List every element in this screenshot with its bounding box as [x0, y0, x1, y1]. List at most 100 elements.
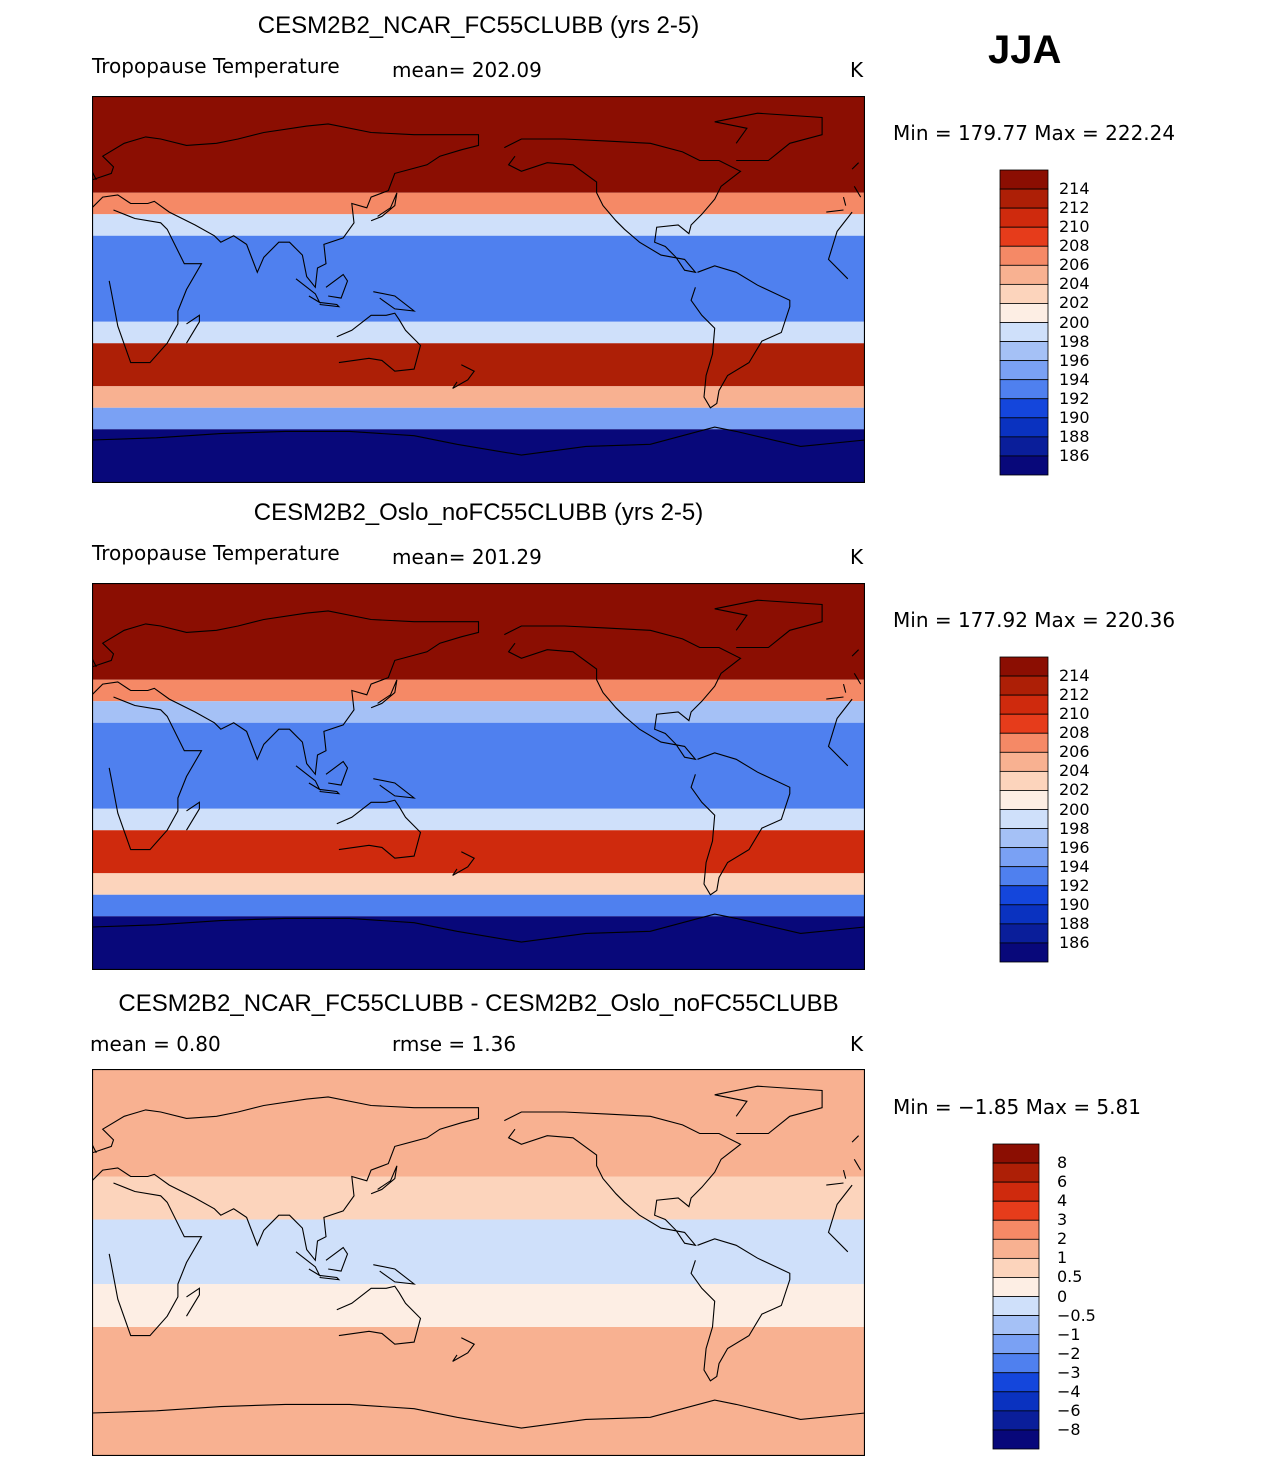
colorbar-swatch: [999, 770, 1049, 791]
coastline: [108, 696, 203, 851]
colorbar-tick-label: 212: [1059, 685, 1090, 705]
colorbar-swatch: [999, 751, 1049, 772]
colorbar-swatch: [992, 1372, 1040, 1393]
map-band: [92, 192, 865, 215]
colorbar-tick-label: −3: [1057, 1362, 1081, 1382]
map-band: [92, 1284, 865, 1327]
panel1-colorbar: [999, 169, 1049, 476]
colorbar-swatch: [992, 1200, 1040, 1221]
map-band: [92, 873, 865, 895]
panel3-colorbar: [992, 1143, 1040, 1450]
coastline: [325, 760, 349, 786]
panel2-title: CESM2B2_Oslo_noFC55CLUBB (yrs 2-5): [253, 499, 704, 526]
map-frame: [92, 583, 865, 970]
map-band: [92, 1133, 865, 1177]
panel1-mean: mean= 202.09: [392, 58, 542, 82]
colorbar-tick-label: −8: [1057, 1419, 1081, 1439]
colorbar-swatch: [999, 303, 1049, 323]
colorbar-swatch: [999, 828, 1049, 849]
coastline: [690, 1238, 791, 1382]
colorbar-swatch: [999, 379, 1049, 400]
map-band: [92, 894, 865, 917]
colorbar-swatch: [999, 417, 1049, 438]
map-band: [92, 701, 865, 723]
panel1-variable: Tropopause Temperature: [92, 54, 340, 78]
panel2-variable: Tropopause Temperature: [92, 541, 340, 565]
colorbar-tick-label: 192: [1059, 875, 1090, 895]
colorbar-swatch: [999, 847, 1049, 868]
coastline: [92, 610, 480, 776]
colorbar-tick-label: 212: [1059, 198, 1090, 218]
coastline: [92, 1096, 480, 1262]
coastline: [186, 314, 200, 344]
colorbar-swatch: [999, 360, 1049, 381]
panel1-minmax: Min = 179.77 Max = 222.24: [893, 121, 1176, 145]
colorbar-swatch: [992, 1143, 1040, 1164]
colorbar-tick-label: −6: [1057, 1400, 1081, 1420]
map-band: [92, 679, 865, 702]
colorbar-swatch: [999, 713, 1049, 734]
panel2-units: K: [850, 545, 864, 569]
coastline: [842, 196, 847, 206]
colorbar-tick-label: 208: [1059, 723, 1090, 743]
coastline: [373, 291, 416, 312]
colorbar-tick-label: 206: [1059, 742, 1090, 762]
colorbar-swatch: [999, 885, 1049, 906]
coastline: [295, 278, 321, 304]
coastline: [827, 211, 853, 280]
colorbar-tick-label: 208: [1059, 236, 1090, 256]
coastline: [92, 913, 865, 943]
coastline: [319, 1274, 341, 1281]
colorbar-tick-label: 206: [1059, 255, 1090, 275]
colorbar-tick-label: 192: [1059, 388, 1090, 408]
coastline: [827, 698, 853, 767]
colorbar-swatch: [999, 341, 1049, 362]
coastline: [853, 1159, 862, 1171]
coastline: [186, 801, 200, 831]
colorbar-swatch: [999, 809, 1049, 829]
colorbar-swatch: [992, 1410, 1040, 1431]
colorbar-tick-label: 188: [1059, 913, 1090, 933]
coastline: [851, 649, 859, 657]
colorbar-tick-label: 8: [1057, 1153, 1068, 1173]
colorbar-swatch: [999, 188, 1049, 209]
map-band: [92, 1327, 865, 1392]
colorbar-swatch: [999, 732, 1049, 753]
coastline: [826, 209, 844, 213]
coastline: [336, 1285, 422, 1345]
colorbar-tick-label: 198: [1059, 818, 1090, 838]
colorbar-swatch: [992, 1257, 1040, 1278]
coastline: [452, 1337, 476, 1362]
coastline: [108, 1182, 203, 1337]
map-band: [92, 386, 865, 408]
coastline: [325, 1246, 349, 1272]
colorbar-tick-label: 186: [1059, 445, 1090, 465]
panel2-minmax: Min = 177.92 Max = 220.36: [893, 608, 1176, 632]
colorbar-tick-label: 198: [1059, 331, 1090, 351]
colorbar-tick-label: 214: [1059, 179, 1090, 199]
coastline: [851, 162, 859, 170]
panel1-units: K: [850, 58, 864, 82]
panel3-title: CESM2B2_NCAR_FC55CLUBB - CESM2B2_Oslo_no…: [118, 990, 839, 1017]
colorbar-swatch: [992, 1391, 1040, 1412]
panel3-map: [92, 1069, 865, 1456]
colorbar-tick-label: 210: [1059, 704, 1090, 724]
coastline: [319, 301, 341, 308]
coastline: [714, 112, 823, 162]
panel1-map: [92, 96, 865, 483]
colorbar-tick-label: −1: [1057, 1324, 1081, 1344]
colorbar-swatch: [992, 1219, 1040, 1240]
panel3-mean: mean = 0.80: [90, 1032, 221, 1056]
coastline: [504, 138, 742, 274]
coastline: [690, 752, 791, 896]
coastline: [851, 1135, 859, 1143]
colorbar-swatch: [999, 398, 1049, 419]
colorbar-swatch: [999, 790, 1049, 810]
colorbar-tick-label: 204: [1059, 761, 1090, 781]
map-band: [92, 1391, 865, 1456]
map-frame: [92, 96, 865, 483]
coastline: [370, 1165, 398, 1195]
panel3-minmax: Min = −1.85 Max = 5.81: [893, 1095, 1141, 1119]
colorbar-tick-label: −4: [1057, 1381, 1081, 1401]
panel1-title: CESM2B2_NCAR_FC55CLUBB (yrs 2-5): [257, 12, 700, 39]
